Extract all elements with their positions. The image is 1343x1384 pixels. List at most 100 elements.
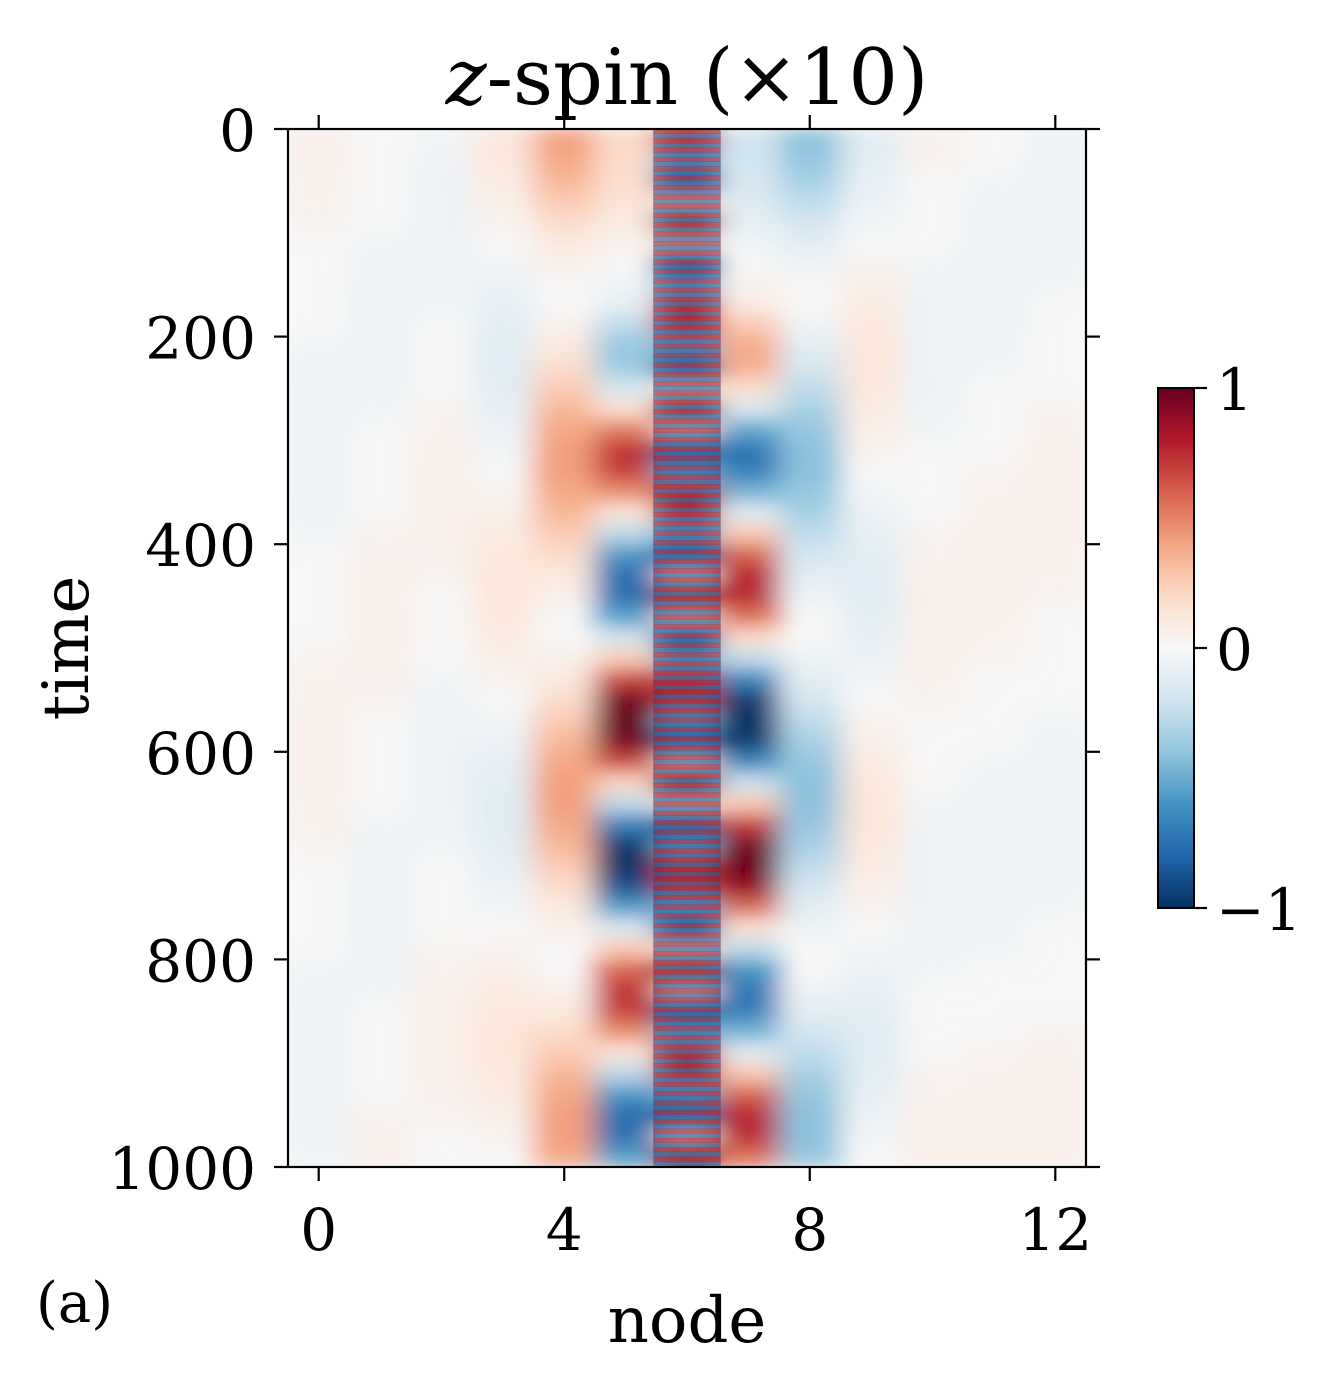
heatmap-cell [288,731,350,753]
heatmap-stripe [653,605,721,611]
heatmap-cell [472,1104,535,1126]
heatmap-cell [1024,1104,1086,1126]
heatmap-cell [472,253,535,275]
heatmap-cell [901,149,964,172]
heatmap-cell [594,502,657,524]
heatmap-stripe [653,208,721,214]
heatmap-cell [1024,793,1086,815]
heatmap-stripe [653,1109,721,1115]
heatmap-stripe [653,334,721,340]
heatmap-cell [717,731,780,753]
heatmap-cell [717,1125,780,1147]
heatmap-cell [1024,523,1086,545]
heatmap-stripe [653,343,721,349]
heatmap-cell [594,938,657,960]
heatmap-stripe [653,867,721,872]
heatmap-cell [717,1021,780,1043]
heatmap-cell [717,897,780,919]
heatmap-cell [717,814,780,836]
heatmap-cell [840,357,903,379]
panel-label: (a) [36,1271,113,1336]
heatmap-cell [410,149,473,172]
heatmap-cell [349,398,412,421]
heatmap-stripe [653,479,721,485]
heatmap-cell [533,772,596,794]
heatmap-cell [779,897,841,919]
heatmap-cell [717,274,780,296]
heatmap-cell [533,481,596,504]
heatmap-cell [349,917,412,940]
heatmap-cell [472,834,535,857]
heatmap-cell [410,668,473,691]
heatmap-cell [840,191,903,213]
heatmap-cell [533,751,596,774]
heatmap-cell [288,1146,350,1167]
heatmap-cell [594,149,657,172]
heatmap-stripe [653,586,721,592]
heatmap-stripe [653,353,721,359]
heatmap-cell [288,212,350,234]
colorbar [1157,387,1195,909]
heatmap-cell [901,1146,964,1167]
heatmap-stripe [653,544,721,550]
heatmap-cell [963,1042,1026,1064]
heatmap-stripe [653,820,721,826]
heatmap-stripe [653,895,721,901]
heatmap-cell [472,627,535,649]
heatmap-cell [594,544,657,566]
heatmap-cell [288,980,350,1002]
heatmap-cell [840,710,903,732]
heatmap-cell [288,1104,350,1126]
heatmap-cell [840,772,903,794]
heatmap-stripe [653,787,721,793]
heatmap-cell [410,232,473,255]
y-tick-label: 800 [145,927,256,995]
heatmap-stripe [653,946,721,952]
heatmap-stripe [653,287,721,293]
heatmap-cell [349,357,412,379]
heatmap-stripe [653,1161,721,1167]
heatmap-cell [1024,1021,1086,1043]
heatmap-cell [410,689,473,711]
heatmap-cell [963,232,1026,255]
heatmap-cell [533,834,596,857]
heatmap-stripe [653,881,721,887]
heatmap-cell [288,419,350,441]
heatmap-cell [901,336,964,358]
heatmap-stripe [653,157,721,162]
heatmap-cell [410,191,473,213]
heatmap-stripe [653,838,721,844]
heatmap-cell [840,897,903,919]
heatmap-cell [594,274,657,296]
heatmap-cell [779,461,841,483]
heatmap-stripe [653,540,721,546]
heatmap-stripe [653,862,721,868]
heatmap-cell [533,253,596,275]
heatmap-cell [779,980,841,1002]
heatmap-stripe [653,927,721,933]
heatmap-cell [779,1104,841,1126]
heatmap-cell [533,357,596,379]
heatmap-cell [963,855,1026,877]
heatmap-stripe [653,726,721,732]
heatmap-stripe [653,591,721,597]
heatmap-stripe [653,474,721,480]
heatmap-cell [349,295,412,317]
heatmap-stripe [653,899,721,905]
heatmap-cell [1024,544,1086,566]
heatmap-cell [594,1042,657,1064]
heatmap-cell [779,336,841,358]
heatmap-cell [594,1104,657,1126]
heatmap-cell [410,440,473,462]
heatmap-cell [717,212,780,234]
heatmap-cell [594,1021,657,1043]
heatmap-stripe [653,185,721,191]
heatmap-cell [410,772,473,794]
heatmap-cell [594,814,657,836]
heatmap-stripe [653,909,721,915]
heatmap-stripe [653,722,721,728]
heatmap-stripe [653,367,721,373]
heatmap-stripe [653,236,721,242]
heatmap-cell [594,212,657,234]
heatmap-cell [349,1146,412,1167]
